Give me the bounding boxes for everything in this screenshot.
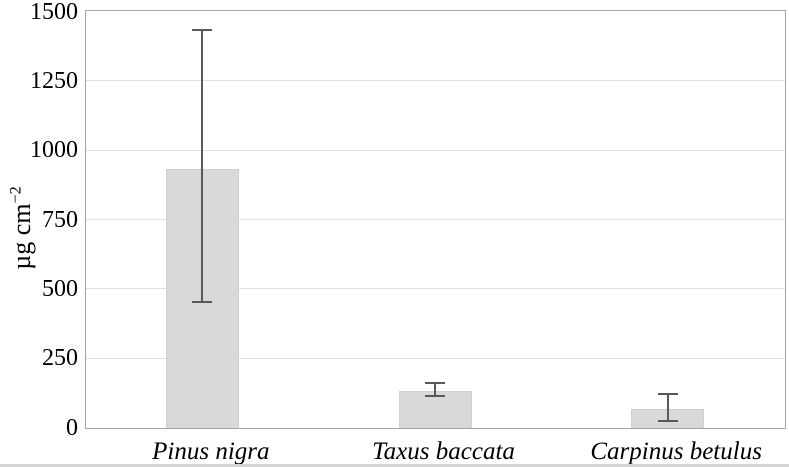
error-bar-cap-bottom-carpinus-betulus: [657, 420, 678, 423]
error-bar-cap-top-taxus-baccata: [425, 381, 445, 384]
x-axis-label-pinus-nigra: Pinus nigra: [152, 438, 270, 465]
y-axis-title-exponent: −2: [7, 186, 25, 204]
y-tick-label-1250: 1250: [30, 67, 78, 94]
error-bar-line-carpinus-betulus: [666, 393, 669, 422]
error-bar-line-pinus-nigra: [201, 30, 204, 303]
gridline-250: [86, 357, 785, 359]
y-tick-label-1500: 1500: [30, 0, 78, 25]
x-axis-label-taxus-baccata: Taxus baccata: [372, 438, 515, 465]
error-bar-cap-bottom-taxus-baccata: [425, 395, 445, 398]
plot-area: [85, 10, 786, 429]
figure-bottom-edge: [0, 464, 789, 467]
x-axis-label-carpinus-betulus: Carpinus betulus: [590, 438, 762, 465]
error-bar-cap-bottom-pinus-nigra: [192, 301, 213, 304]
gridline-1000: [86, 149, 785, 151]
y-tick-label-500: 500: [42, 275, 78, 302]
gridline-750: [86, 219, 785, 220]
y-tick-label-750: 750: [42, 206, 78, 233]
gridline-1250: [86, 80, 785, 82]
y-tick-label-0: 0: [66, 414, 78, 441]
error-bar-line-taxus-baccata: [434, 382, 436, 397]
y-tick-label-1000: 1000: [30, 137, 78, 164]
gridline-500: [86, 288, 785, 290]
error-bar-cap-top-pinus-nigra: [192, 29, 213, 32]
error-bar-cap-top-carpinus-betulus: [657, 392, 678, 395]
y-tick-label-250: 250: [42, 345, 78, 372]
